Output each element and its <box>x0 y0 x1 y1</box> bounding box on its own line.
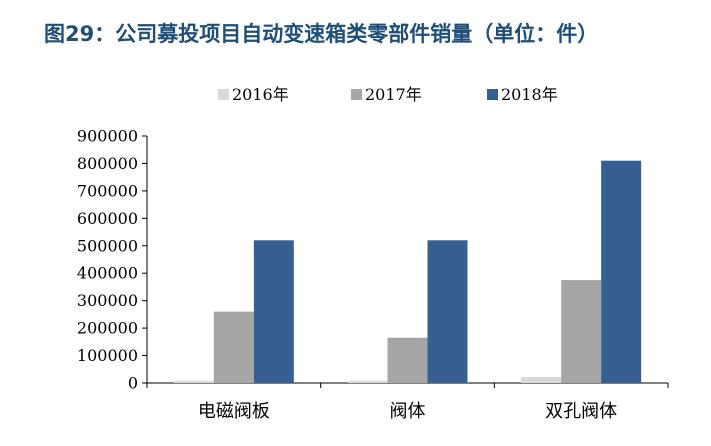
bars <box>173 160 642 383</box>
y-tick-label: 400000 <box>77 264 138 283</box>
y-tick-label: 600000 <box>77 209 138 228</box>
legend-swatch <box>218 89 229 100</box>
y-tick-label: 0 <box>128 374 138 393</box>
legend-swatch <box>487 89 498 100</box>
chart-title: 图29：公司募投项目自动变速箱类零部件销量（单位：件） <box>44 22 599 46</box>
bar-2016年-双孔阀体 <box>521 376 562 383</box>
bar-2017年-阀体 <box>387 337 428 383</box>
legend-label: 2018年 <box>501 85 558 104</box>
bar-2017年-电磁阀板 <box>213 311 254 383</box>
bar-2018年-双孔阀体 <box>601 160 642 383</box>
bar-2017年-双孔阀体 <box>561 280 602 383</box>
x-category-label: 双孔阀体 <box>545 401 617 422</box>
y-tick-label: 100000 <box>77 346 138 365</box>
y-tick-label: 900000 <box>77 127 138 146</box>
x-axis: 电磁阀板 阀体 双孔阀体 <box>146 382 669 422</box>
legend: 2016年 2017年 2018年 <box>218 85 558 104</box>
bar-2016年-阀体 <box>347 380 388 383</box>
y-tick-label: 700000 <box>77 181 138 200</box>
y-tick-label: 800000 <box>77 154 138 173</box>
legend-swatch <box>351 89 362 100</box>
bar-2016年-电磁阀板 <box>173 380 214 383</box>
y-tick-label: 200000 <box>77 319 138 338</box>
bar-2018年-电磁阀板 <box>253 240 294 383</box>
y-axis: 0 100000 200000 300000 400000 500000 600000 700… <box>77 127 148 393</box>
x-category-label: 电磁阀板 <box>198 401 270 422</box>
legend-label: 2017年 <box>365 85 422 104</box>
y-tick-label: 500000 <box>77 236 138 255</box>
bar-2018年-阀体 <box>427 240 468 383</box>
legend-label: 2016年 <box>232 85 289 104</box>
y-tick-label: 300000 <box>77 291 138 310</box>
x-category-label: 阀体 <box>390 401 426 422</box>
